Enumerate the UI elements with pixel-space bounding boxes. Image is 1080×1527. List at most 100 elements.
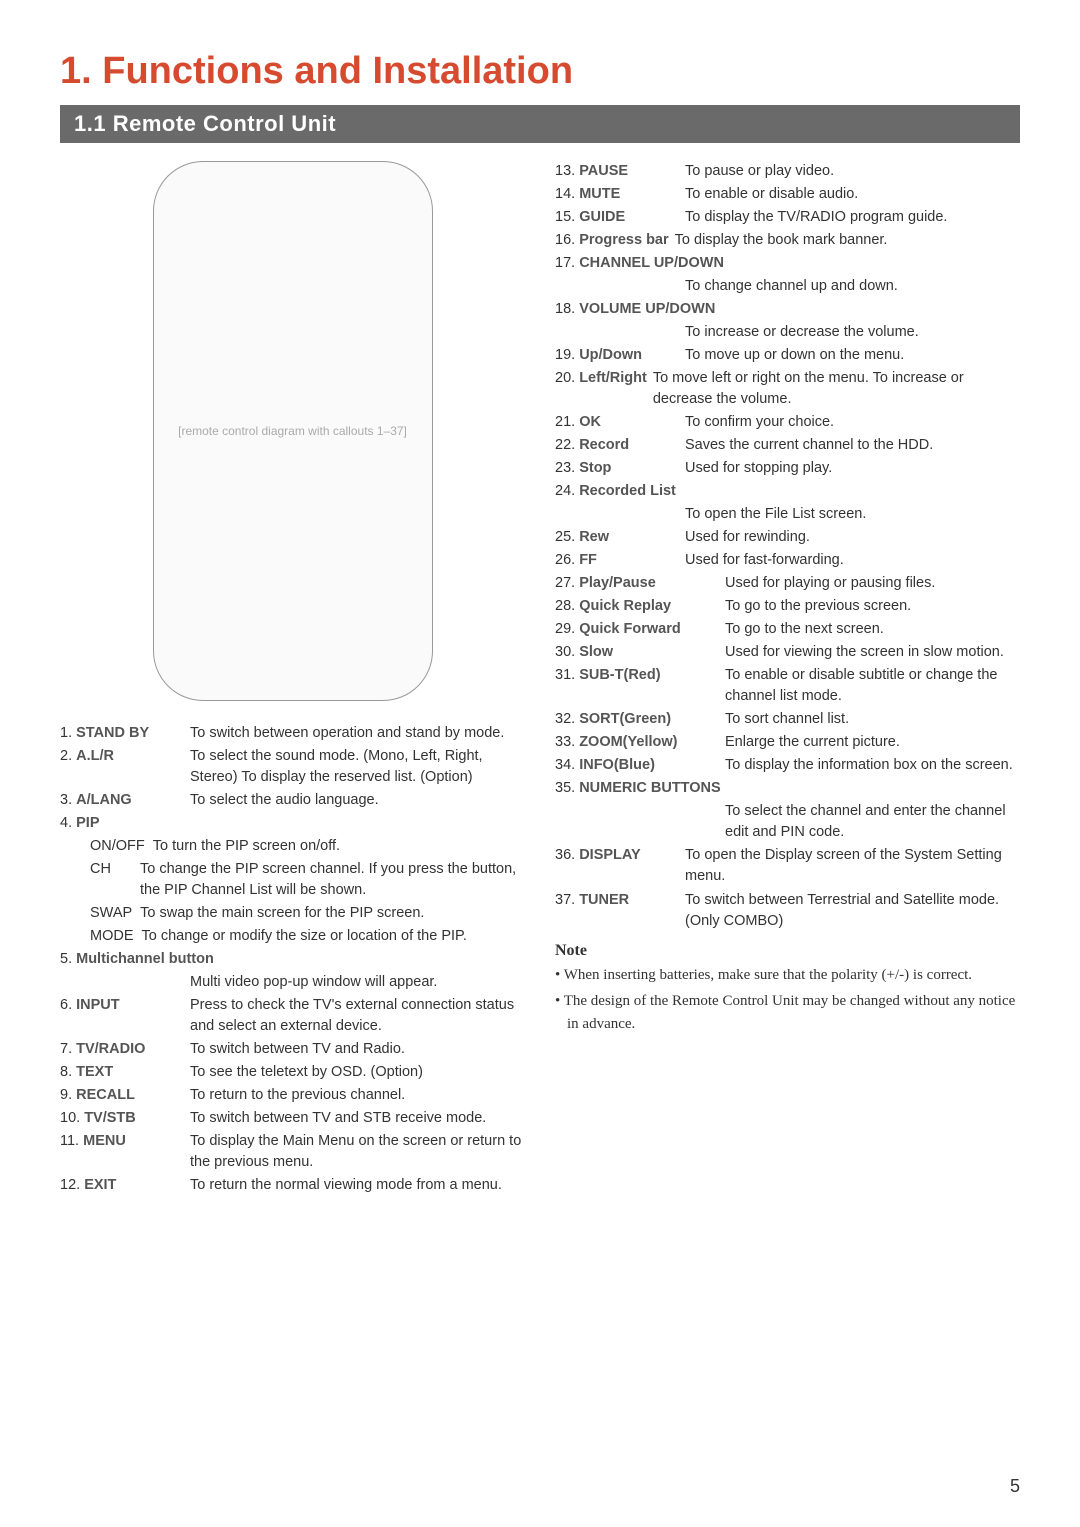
definition-row: 21. OK To confirm your choice.: [555, 412, 1020, 433]
definition-term: 36. DISPLAY: [555, 845, 685, 887]
definition-term: 13. PAUSE: [555, 161, 685, 182]
definition-term: 5. Multichannel button: [60, 949, 214, 970]
definition-row: 5. Multichannel button: [60, 949, 525, 970]
definition-term: 31. SUB-T(Red): [555, 665, 725, 707]
note-item: • The design of the Remote Control Unit …: [555, 990, 1020, 1035]
definition-term: 20. Left/Right: [555, 368, 653, 410]
definition-row: 31. SUB-T(Red) To enable or disable subt…: [555, 665, 1020, 707]
definition-row: To increase or decrease the volume.: [555, 322, 1020, 343]
definition-row: 26. FF Used for fast-forwarding.: [555, 550, 1020, 571]
definition-term: 34. INFO(Blue): [555, 755, 725, 776]
definition-term: 15. GUIDE: [555, 207, 685, 228]
definition-desc: To see the teletext by OSD. (Option): [190, 1062, 525, 1083]
definition-desc: To move left or right on the menu. To in…: [653, 368, 1020, 410]
definition-term: 8. TEXT: [60, 1062, 190, 1083]
definition-term: 19. Up/Down: [555, 345, 685, 366]
definition-desc: To switch between Terrestrial and Satell…: [685, 890, 1020, 932]
sub-definition-desc: To change the PIP screen channel. If you…: [140, 859, 525, 901]
definition-row: 25. Rew Used for rewinding.: [555, 527, 1020, 548]
definition-desc: To enable or disable audio.: [685, 184, 1020, 205]
definition-term: 35. NUMERIC BUTTONS: [555, 778, 721, 799]
definition-term: 22. Record: [555, 435, 685, 456]
left-column: [remote control diagram with callouts 1–…: [60, 161, 525, 1198]
definition-row: 33. ZOOM(Yellow) Enlarge the current pic…: [555, 732, 1020, 753]
right-definitions: 13. PAUSE To pause or play video. 14. MU…: [555, 161, 1020, 932]
definition-desc: To confirm your choice.: [685, 412, 1020, 433]
definition-row: 34. INFO(Blue) To display the informatio…: [555, 755, 1020, 776]
note-item: • When inserting batteries, make sure th…: [555, 964, 1020, 987]
page-title: 1. Functions and Installation: [60, 50, 1020, 93]
definition-term: 10. TV/STB: [60, 1108, 190, 1129]
definition-term: 2. A.L/R: [60, 746, 190, 788]
definition-row: 30. Slow Used for viewing the screen in …: [555, 642, 1020, 663]
definition-term: 4. PIP: [60, 813, 190, 834]
definition-row: 18. VOLUME UP/DOWN: [555, 299, 1020, 320]
definition-desc: To display the information box on the sc…: [725, 755, 1020, 776]
definition-desc: To return to the previous channel.: [190, 1085, 525, 1106]
remote-diagram: [remote control diagram with callouts 1–…: [153, 161, 433, 701]
sub-definition-row: SWAP To swap the main screen for the PIP…: [60, 903, 525, 924]
right-column: 13. PAUSE To pause or play video. 14. MU…: [555, 161, 1020, 1198]
definition-term: 17. CHANNEL UP/DOWN: [555, 253, 724, 274]
definition-row: 24. Recorded List: [555, 481, 1020, 502]
definition-desc: To return the normal viewing mode from a…: [190, 1175, 525, 1196]
definition-row: 27. Play/Pause Used for playing or pausi…: [555, 573, 1020, 594]
sub-definition-desc: To change or modify the size or location…: [142, 926, 526, 947]
definition-desc: To switch between TV and Radio.: [190, 1039, 525, 1060]
section-header: 1.1 Remote Control Unit: [60, 105, 1020, 143]
definition-term: 7. TV/RADIO: [60, 1039, 190, 1060]
definition-term: 11. MENU: [60, 1131, 190, 1173]
definition-row: 11. MENU To display the Main Menu on the…: [60, 1131, 525, 1173]
sub-definition-term: ON/OFF: [60, 836, 153, 857]
definition-desc: To enable or disable subtitle or change …: [725, 665, 1020, 707]
definition-desc: To display the Main Menu on the screen o…: [190, 1131, 525, 1173]
definition-term: 30. Slow: [555, 642, 725, 663]
definition-term: 14. MUTE: [555, 184, 685, 205]
definition-row: 8. TEXT To see the teletext by OSD. (Opt…: [60, 1062, 525, 1083]
definition-row: 13. PAUSE To pause or play video.: [555, 161, 1020, 182]
note-heading: Note: [555, 942, 1020, 960]
definition-row: 36. DISPLAY To open the Display screen o…: [555, 845, 1020, 887]
definition-row: 17. CHANNEL UP/DOWN: [555, 253, 1020, 274]
definition-desc: Used for rewinding.: [685, 527, 1020, 548]
definition-row: 9. RECALL To return to the previous chan…: [60, 1085, 525, 1106]
definition-term: 24. Recorded List: [555, 481, 676, 502]
sub-definition-row: CH To change the PIP screen channel. If …: [60, 859, 525, 901]
definition-row: To change channel up and down.: [555, 276, 1020, 297]
sub-definition-term: CH: [60, 859, 140, 901]
definition-term: 16. Progress bar: [555, 230, 675, 251]
definition-desc: [190, 813, 525, 834]
definition-term: 9. RECALL: [60, 1085, 190, 1106]
two-column-layout: [remote control diagram with callouts 1–…: [60, 161, 1020, 1198]
definition-desc: To go to the next screen.: [725, 619, 1020, 640]
definition-term: 26. FF: [555, 550, 685, 571]
definition-row: 12. EXIT To return the normal viewing mo…: [60, 1175, 525, 1196]
definition-desc: To select the channel and enter the chan…: [555, 801, 1020, 843]
sub-definition-desc: To turn the PIP screen on/off.: [153, 836, 525, 857]
definition-desc: To open the File List screen.: [555, 504, 1020, 525]
definition-term: 6. INPUT: [60, 995, 190, 1037]
definition-desc: To display the TV/RADIO program guide.: [685, 207, 1020, 228]
definition-desc: To switch between operation and stand by…: [190, 723, 525, 744]
definition-desc: To display the book mark banner.: [675, 230, 1020, 251]
definition-row: 14. MUTE To enable or disable audio.: [555, 184, 1020, 205]
definition-desc: Used for playing or pausing files.: [725, 573, 1020, 594]
page-number: 5: [1010, 1476, 1020, 1497]
definition-term: 33. ZOOM(Yellow): [555, 732, 725, 753]
definition-desc: To select the audio language.: [190, 790, 525, 811]
definition-row: 7. TV/RADIO To switch between TV and Rad…: [60, 1039, 525, 1060]
definition-row: 32. SORT(Green) To sort channel list.: [555, 709, 1020, 730]
definition-term: 23. Stop: [555, 458, 685, 479]
definition-row: 4. PIP: [60, 813, 525, 834]
definition-desc: To select the sound mode. (Mono, Left, R…: [190, 746, 525, 788]
definition-row: 35. NUMERIC BUTTONS: [555, 778, 1020, 799]
definition-desc: Used for viewing the screen in slow moti…: [725, 642, 1020, 663]
definition-desc: Saves the current channel to the HDD.: [685, 435, 1020, 456]
definition-term: 3. A/LANG: [60, 790, 190, 811]
definition-term: 37. TUNER: [555, 890, 685, 932]
definition-desc: To go to the previous screen.: [725, 596, 1020, 617]
definition-term: 29. Quick Forward: [555, 619, 725, 640]
definition-term: 1. STAND BY: [60, 723, 190, 744]
definition-desc: To switch between TV and STB receive mod…: [190, 1108, 525, 1129]
definition-row: 16. Progress bar To display the book mar…: [555, 230, 1020, 251]
